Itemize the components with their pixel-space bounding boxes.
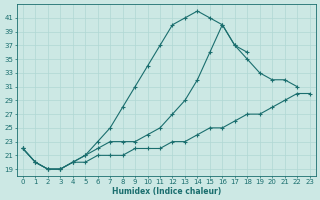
X-axis label: Humidex (Indice chaleur): Humidex (Indice chaleur) bbox=[112, 187, 221, 196]
